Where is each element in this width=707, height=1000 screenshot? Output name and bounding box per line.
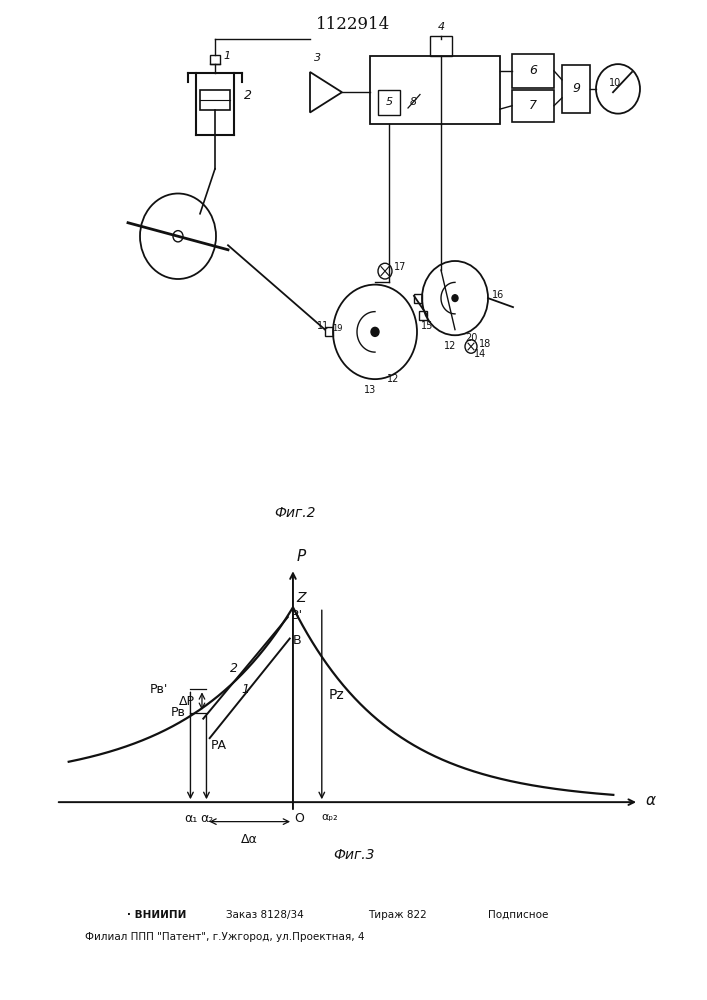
Text: 8: 8 [410, 97, 417, 107]
Text: 6: 6 [529, 64, 537, 77]
Text: Pᴢ: Pᴢ [328, 688, 344, 702]
Text: Заказ 8128/34: Заказ 8128/34 [226, 910, 304, 920]
Text: 19: 19 [332, 324, 343, 333]
Bar [325, 327, 333, 336]
Bar [512, 90, 554, 121]
Text: 2: 2 [244, 89, 252, 102]
Text: 1122914: 1122914 [316, 16, 390, 33]
Text: Фиг.3: Фиг.3 [333, 848, 374, 862]
Circle shape [452, 295, 458, 302]
Text: 12: 12 [444, 341, 456, 351]
Circle shape [371, 327, 379, 336]
Text: Филиал ППП "Патент", г.Ужгород, ул.Проектная, 4: Филиал ППП "Патент", г.Ужгород, ул.Проек… [85, 932, 364, 942]
Text: 15: 15 [421, 321, 433, 331]
Bar [512, 54, 554, 88]
Text: Подписное: Подписное [488, 910, 548, 920]
Bar [562, 65, 590, 112]
Text: 13: 13 [364, 385, 376, 395]
Text: 4: 4 [438, 21, 445, 31]
Text: PА: PА [210, 739, 226, 752]
Text: 9: 9 [572, 82, 580, 95]
Text: · ВНИИПИ: · ВНИИПИ [127, 910, 187, 920]
Text: α₂: α₂ [200, 812, 213, 825]
Text: Δα: Δα [241, 833, 258, 846]
Bar [414, 294, 422, 303]
Text: 2: 2 [230, 662, 238, 675]
Text: 3: 3 [315, 53, 322, 63]
Text: 1: 1 [241, 683, 249, 696]
Text: B: B [292, 634, 301, 647]
Text: O: O [294, 812, 304, 825]
Text: Pв: Pв [170, 706, 185, 719]
Text: α: α [645, 793, 655, 808]
Circle shape [173, 231, 183, 242]
Bar [378, 90, 400, 115]
Bar [430, 36, 452, 56]
Text: B': B' [291, 609, 303, 622]
Text: Тираж 822: Тираж 822 [368, 910, 426, 920]
Bar [200, 90, 230, 110]
Text: Z: Z [297, 591, 306, 605]
Text: 14: 14 [474, 349, 486, 359]
Text: Фиг.2: Фиг.2 [274, 506, 316, 520]
Text: 16: 16 [492, 290, 504, 300]
Text: 11: 11 [317, 321, 329, 331]
Text: 7: 7 [529, 99, 537, 112]
Text: 1: 1 [223, 51, 230, 61]
Text: 12: 12 [387, 373, 399, 383]
Text: 17: 17 [394, 262, 407, 272]
Text: ΔP: ΔP [179, 695, 195, 708]
Text: Pв': Pв' [150, 683, 168, 696]
Text: 5: 5 [385, 97, 392, 107]
Text: αₚ₂: αₚ₂ [322, 812, 339, 822]
Bar [419, 310, 427, 320]
Text: 18: 18 [479, 339, 491, 349]
Text: P: P [297, 549, 306, 564]
Text: 20: 20 [465, 333, 477, 343]
Bar [370, 56, 500, 124]
Text: α₁: α₁ [184, 812, 197, 825]
Text: 10: 10 [609, 78, 621, 88]
Bar [210, 55, 220, 64]
